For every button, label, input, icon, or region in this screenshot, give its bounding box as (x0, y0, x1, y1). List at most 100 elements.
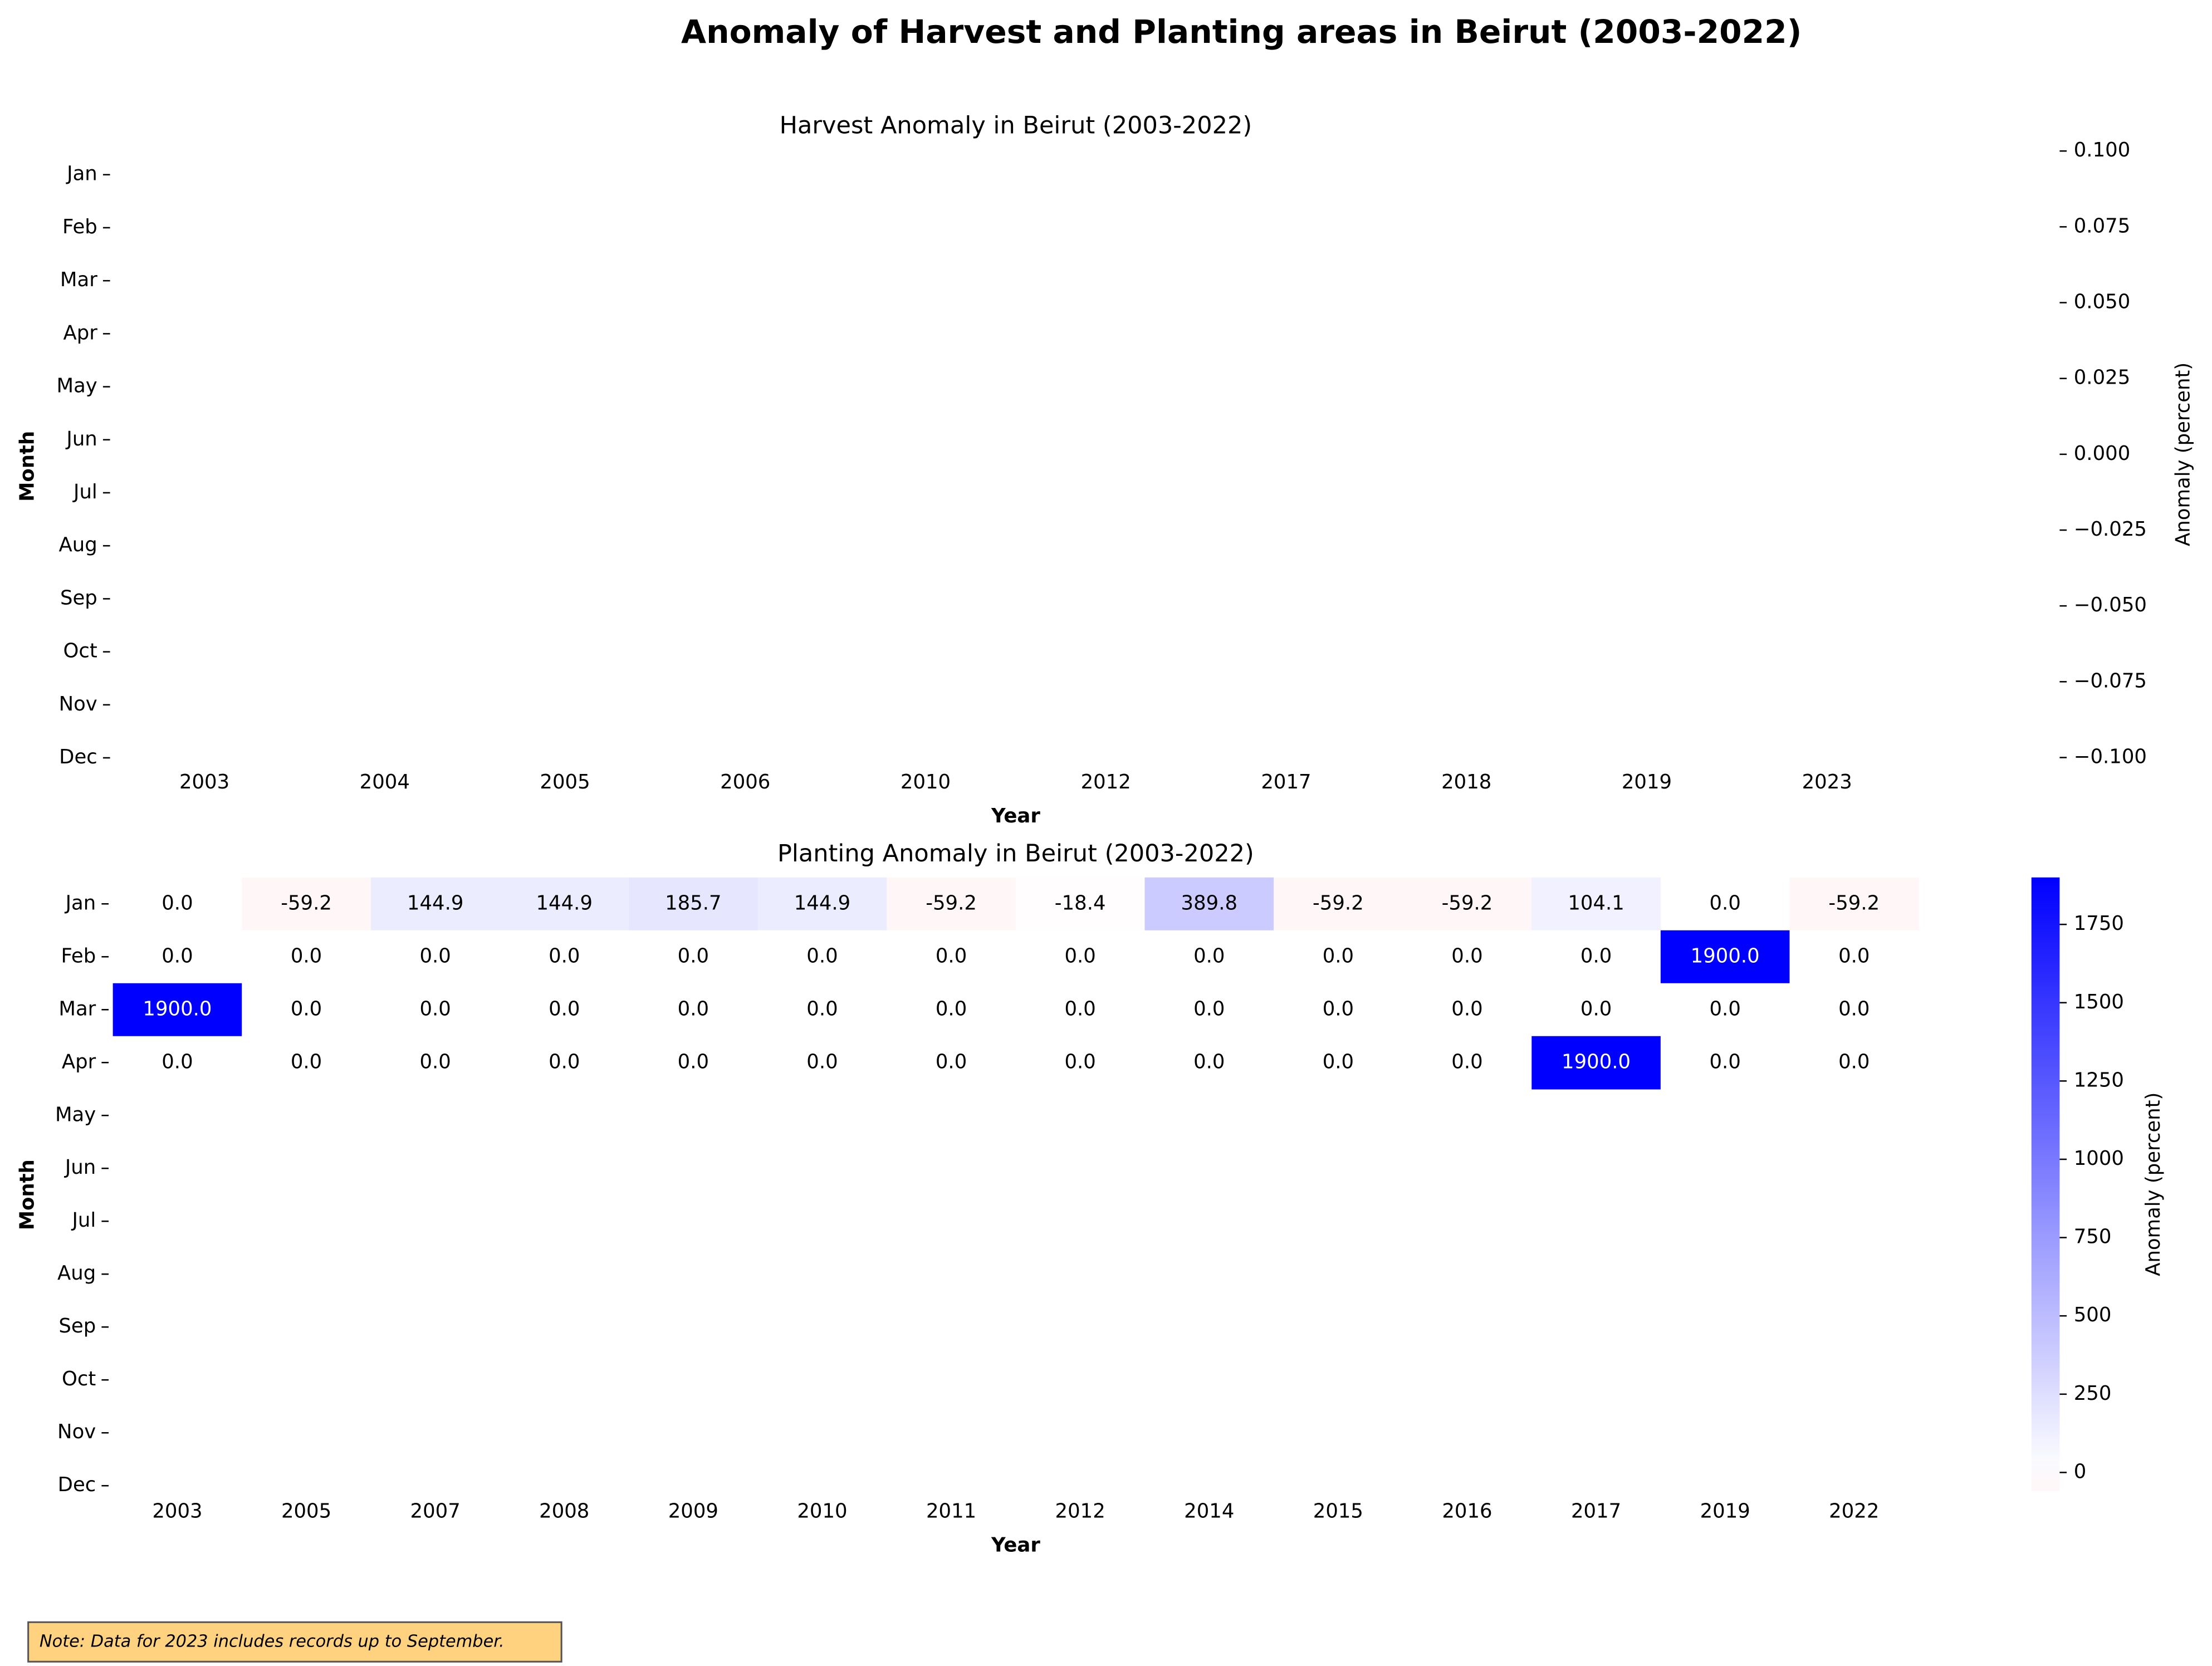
x-tick-label: 2005 (540, 771, 590, 793)
colorbar-tick-label: 750 (2074, 1226, 2112, 1248)
x-tick-label: 2010 (901, 771, 951, 793)
cell-label: 1900.0 (1562, 1050, 1631, 1073)
x-tick-label: 2015 (1313, 1500, 1363, 1523)
x-tick-label: 2016 (1442, 1500, 1492, 1523)
x-axis-label: Year (991, 1534, 1040, 1557)
x-tick-label: 2011 (926, 1500, 976, 1523)
heatmap-cell (1660, 930, 1790, 984)
x-tick-label: 2023 (1802, 771, 1852, 793)
y-tick-label: May (55, 1103, 96, 1126)
heatmap-cell (1015, 983, 1146, 1037)
cell-label: -59.2 (281, 891, 332, 914)
cell-label: 0.0 (1323, 1050, 1354, 1073)
heatmap-cell (1015, 930, 1146, 984)
heatmap-cell (1789, 877, 1919, 931)
cell-label: 0.0 (1064, 944, 1095, 967)
chart-title: Harvest Anomaly in Beirut (2003-2022) (780, 112, 1252, 140)
x-tick-label: 2017 (1261, 771, 1311, 793)
heatmap-cell (1274, 983, 1403, 1037)
heatmap-cell (757, 983, 888, 1037)
cell-label: 0.0 (419, 944, 451, 967)
heatmap-cell (629, 877, 758, 931)
x-tick-label: 2012 (1081, 771, 1131, 793)
y-tick-label: Nov (59, 693, 97, 716)
heatmap-cell (1144, 983, 1274, 1037)
x-tick-label: 2008 (539, 1500, 589, 1523)
colorbar-tick-label: −0.075 (2074, 669, 2147, 692)
heatmap-cell (112, 1036, 243, 1090)
y-tick-label: Jun (65, 428, 97, 450)
y-tick-label: Jan (66, 163, 97, 185)
heatmap-cell (1402, 877, 1533, 931)
heatmap-cell (1015, 1036, 1146, 1090)
heatmap-cell (370, 983, 501, 1037)
heatmap-cell (370, 877, 501, 931)
cell-label: 144.9 (536, 891, 593, 914)
heatmap-cell (757, 1036, 888, 1090)
y-tick-label: Nov (57, 1420, 96, 1443)
cell-label: 0.0 (1451, 944, 1482, 967)
heatmap-cell (242, 1036, 371, 1090)
colorbar-tick-label: 0.075 (2074, 214, 2131, 237)
heatmap-cell (1274, 1036, 1403, 1090)
heatmap-cell (242, 877, 371, 931)
cell-label: 144.9 (794, 891, 851, 914)
heatmap-cell (629, 1036, 758, 1090)
x-tick-label: 2022 (1829, 1500, 1879, 1523)
cell-label: 0.0 (936, 997, 967, 1020)
heatmap-cell (757, 877, 888, 931)
cell-label: 104.1 (1568, 891, 1624, 914)
heatmap-cell (887, 983, 1016, 1037)
heatmap-cell (1144, 1036, 1274, 1090)
cell-label: -59.2 (1828, 891, 1880, 914)
cell-label: 0.0 (1580, 944, 1612, 967)
heatmap-cell (1660, 1036, 1790, 1090)
heatmap-cell (500, 1036, 629, 1090)
heatmap-cell (1402, 1036, 1533, 1090)
y-tick-label: Jul (72, 481, 97, 503)
heatmap-cell (112, 930, 243, 984)
heatmap-cell (1789, 1036, 1919, 1090)
cell-label: -18.4 (1055, 891, 1106, 914)
x-tick-label: 2003 (152, 1500, 202, 1523)
y-tick-label: Dec (58, 1473, 96, 1496)
figure-title: Anomaly of Harvest and Planting areas in… (681, 13, 1802, 51)
heatmap-cell (629, 930, 758, 984)
cell-label: -59.2 (1313, 891, 1364, 914)
colorbar-tick-label: −0.100 (2074, 745, 2147, 768)
heatmap-cell (370, 1036, 501, 1090)
cell-label: 0.0 (678, 944, 709, 967)
colorbar-tick-label: 1000 (2074, 1147, 2124, 1170)
y-tick-label: Aug (59, 533, 97, 556)
colorbar (2031, 877, 2060, 1491)
heatmap-cell (629, 983, 758, 1037)
colorbar-tick-label: −0.050 (2074, 594, 2147, 616)
heatmap-cell (1789, 930, 1919, 984)
cell-label: 0.0 (806, 944, 838, 967)
x-tick-label: 2003 (179, 771, 229, 793)
y-tick-label: Feb (61, 944, 96, 967)
x-tick-label: 2009 (668, 1500, 718, 1523)
colorbar-label: Anomaly (percent) (2142, 1092, 2165, 1276)
cell-label: 0.0 (291, 1050, 322, 1073)
cell-label: -59.2 (926, 891, 977, 914)
y-tick-label: Mar (58, 997, 96, 1020)
colorbar-tick-label: 0.100 (2074, 139, 2131, 161)
chart-title: Planting Anomaly in Beirut (2003-2022) (777, 840, 1254, 868)
cell-label: 0.0 (1193, 1050, 1225, 1073)
x-tick-label: 2014 (1184, 1500, 1234, 1523)
cell-label: 0.0 (1451, 1050, 1482, 1073)
cell-label: 0.0 (1838, 997, 1870, 1020)
y-tick-label: Dec (59, 746, 97, 768)
heatmap-cell (1531, 983, 1661, 1037)
colorbar-tick-label: 250 (2074, 1382, 2112, 1405)
cell-label: 1900.0 (143, 997, 212, 1020)
x-tick-label: 2007 (410, 1500, 461, 1523)
cell-label: 0.0 (1451, 997, 1482, 1020)
cell-label: 0.0 (162, 1050, 193, 1073)
cell-label: 0.0 (1193, 944, 1225, 967)
cell-label: 0.0 (419, 1050, 451, 1073)
y-tick-label: Sep (58, 1315, 96, 1337)
